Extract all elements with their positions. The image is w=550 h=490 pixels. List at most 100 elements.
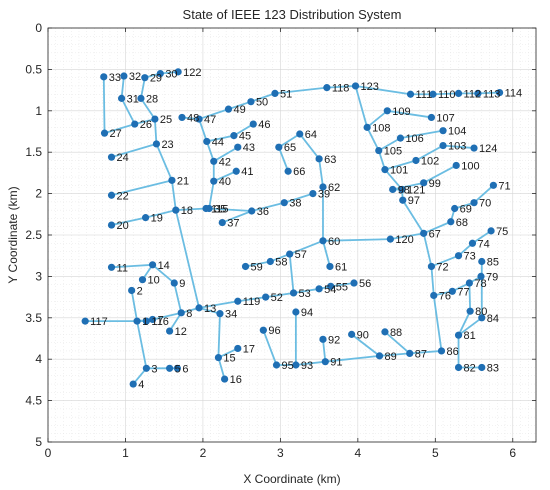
y-tick-label: 2.5 (25, 228, 42, 242)
edge-55-56 (329, 282, 355, 288)
edge-113-114 (477, 91, 501, 95)
node-124 (470, 144, 478, 152)
node-label-111: 111 (416, 89, 433, 101)
edge-65-66 (277, 146, 290, 173)
node-label-117: 117 (90, 316, 108, 328)
node-94 (292, 308, 300, 316)
node-label-72: 72 (436, 261, 448, 273)
node-label-98: 98 (398, 184, 410, 196)
node-42 (210, 157, 218, 165)
node-label-68: 68 (456, 217, 468, 229)
node-label-8: 8 (186, 308, 192, 320)
edge-35-40 (208, 180, 215, 210)
node-40 (210, 177, 218, 185)
node-72 (427, 262, 436, 271)
node-label-36: 36 (257, 206, 269, 218)
node-104 (439, 127, 447, 135)
edge-18-115 (174, 207, 207, 212)
edge-21-22 (110, 179, 173, 197)
node-label-41: 41 (241, 166, 253, 178)
edge-18-19 (144, 209, 177, 219)
node-label-23: 23 (161, 139, 173, 151)
node-label-114: 114 (505, 88, 523, 100)
edge-52-53 (264, 292, 295, 299)
node-54 (315, 285, 323, 293)
node-label-94: 94 (301, 307, 313, 319)
edge-118-123 (325, 85, 357, 89)
node-label-53: 53 (299, 288, 311, 300)
node-13 (195, 304, 203, 312)
node-label-50: 50 (256, 97, 268, 109)
edge-18-21 (171, 179, 177, 212)
node-label-101: 101 (390, 165, 408, 177)
y-tick-label: 0.5 (25, 62, 42, 76)
node-label-37: 37 (227, 218, 239, 230)
node-label-3: 3 (151, 363, 157, 375)
edge-101-121 (384, 168, 403, 191)
x-tick-label: 5 (432, 446, 439, 460)
node-label-65: 65 (284, 142, 296, 154)
edge-49-50 (227, 100, 252, 111)
node-66 (284, 167, 292, 175)
node-label-113: 113 (483, 88, 501, 100)
node-8 (177, 309, 185, 317)
edge-89-91 (324, 354, 381, 363)
node-label-70: 70 (479, 198, 491, 210)
edge-99-100 (422, 164, 458, 184)
node-68 (447, 218, 455, 226)
node-103 (439, 141, 447, 150)
node-30 (156, 69, 164, 78)
edge-64-65 (277, 133, 301, 149)
edge-109-107 (386, 109, 433, 119)
node-label-51: 51 (280, 88, 292, 100)
node-62 (319, 183, 327, 191)
node-label-44: 44 (212, 136, 224, 148)
node-121 (398, 185, 406, 194)
edge-74-75 (471, 229, 492, 245)
node-100 (452, 161, 460, 170)
node-label-52: 52 (271, 292, 283, 304)
node-label-69: 69 (460, 204, 472, 216)
node-51 (271, 89, 279, 98)
node-label-73: 73 (464, 251, 476, 263)
edge-81-84 (457, 316, 483, 337)
edge-62-63 (318, 157, 324, 188)
node-90 (348, 330, 356, 338)
y-tick-label: 4.5 (25, 394, 42, 408)
node-label-19: 19 (151, 213, 163, 225)
node-label-77: 77 (457, 286, 469, 298)
node-label-83: 83 (487, 362, 499, 374)
node-112 (454, 89, 463, 98)
node-48 (178, 113, 186, 122)
edge-91-93 (294, 360, 327, 366)
edge-44-45 (205, 134, 235, 143)
node-71 (489, 181, 497, 189)
node-15 (214, 353, 223, 362)
y-tick-label: 4 (35, 352, 42, 366)
node-label-28: 28 (146, 93, 158, 105)
node-label-90: 90 (357, 329, 369, 341)
node-label-115: 115 (211, 204, 229, 216)
node-label-1: 1 (142, 316, 148, 328)
node-label-22: 22 (117, 190, 129, 202)
node-114 (495, 88, 504, 97)
node-34 (216, 310, 224, 318)
edge-51-118 (274, 86, 328, 95)
node-label-13: 13 (204, 303, 216, 315)
edge-63-64 (298, 133, 321, 160)
y-tick-label: 3.5 (25, 311, 42, 325)
node-97 (399, 196, 407, 204)
node-label-124: 124 (479, 143, 497, 155)
node-label-40: 40 (219, 176, 231, 188)
node-116 (142, 317, 150, 325)
edge-105-106 (377, 137, 402, 152)
node-106 (396, 134, 405, 142)
node-label-17: 17 (243, 343, 255, 355)
node-23 (152, 140, 161, 148)
node-75 (487, 227, 495, 235)
edge-38-39 (283, 192, 314, 204)
node-label-63: 63 (324, 154, 336, 166)
edge-27-33 (102, 75, 106, 135)
node-label-86: 86 (446, 346, 458, 358)
